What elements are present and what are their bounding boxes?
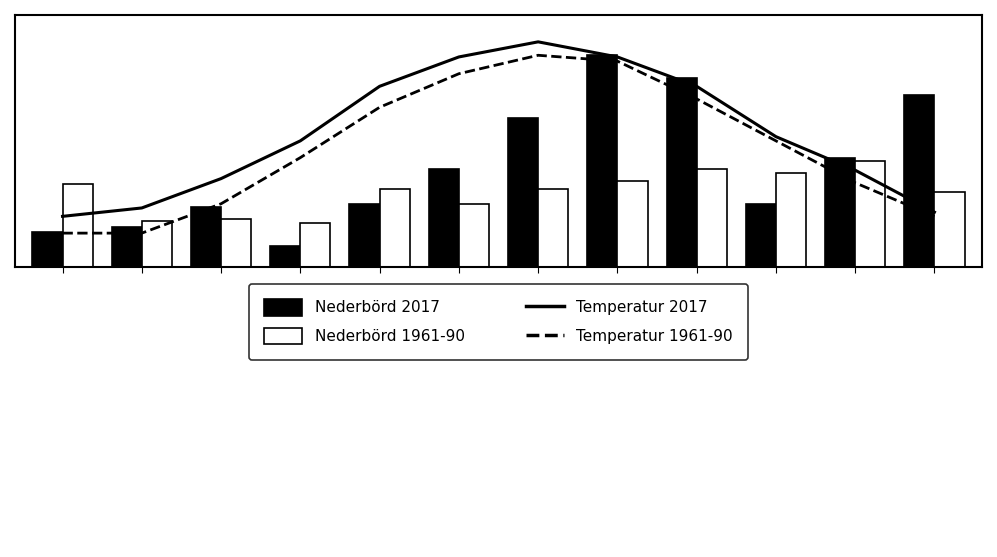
Bar	[855, 162, 885, 267]
Temperatur 1961-90	[215, 201, 227, 207]
Temperatur 2017	[691, 83, 703, 90]
Bar	[459, 204, 489, 267]
Temperatur 2017	[453, 53, 465, 60]
Bar	[826, 158, 855, 267]
Temperatur 1961-90	[374, 104, 386, 111]
Bar	[142, 221, 171, 267]
Temperatur 2017	[215, 175, 227, 182]
Line: Temperatur 2017: Temperatur 2017	[63, 42, 934, 216]
Temperatur 2017	[849, 167, 861, 174]
Bar	[697, 169, 727, 267]
Temperatur 2017	[611, 53, 623, 60]
Temperatur 1961-90	[849, 179, 861, 186]
Bar	[776, 173, 806, 267]
Temperatur 1961-90	[611, 58, 623, 65]
Temperatur 1961-90	[928, 213, 940, 219]
Temperatur 2017	[374, 83, 386, 90]
Temperatur 2017	[57, 213, 69, 219]
Bar	[904, 95, 934, 267]
Temperatur 1961-90	[691, 96, 703, 102]
Temperatur 2017	[294, 138, 306, 144]
Temperatur 2017	[532, 38, 544, 45]
Bar	[350, 204, 380, 267]
Legend: Nederbörd 2017, Nederbörd 1961-90, Temperatur 2017, Temperatur 1961-90: Nederbörd 2017, Nederbörd 1961-90, Tempe…	[249, 284, 748, 360]
Bar	[667, 78, 697, 267]
Temperatur 1961-90	[770, 138, 782, 144]
Bar	[191, 207, 221, 267]
Bar	[221, 219, 251, 267]
Temperatur 1961-90	[453, 70, 465, 77]
Temperatur 1961-90	[57, 230, 69, 237]
Bar	[300, 223, 330, 267]
Bar	[587, 55, 617, 267]
Bar	[33, 232, 63, 267]
Bar	[380, 189, 410, 267]
Temperatur 2017	[928, 209, 940, 216]
Bar	[508, 118, 538, 267]
Line: Temperatur 1961-90: Temperatur 1961-90	[63, 55, 934, 233]
Bar	[63, 184, 93, 267]
Bar	[270, 246, 300, 267]
Temperatur 2017	[136, 204, 148, 211]
Bar	[746, 204, 776, 267]
Bar	[429, 169, 459, 267]
Temperatur 1961-90	[136, 230, 148, 237]
Bar	[538, 189, 568, 267]
Bar	[617, 181, 647, 267]
Bar	[934, 192, 964, 267]
Temperatur 1961-90	[532, 52, 544, 58]
Temperatur 2017	[770, 133, 782, 140]
Bar	[112, 227, 142, 267]
Temperatur 1961-90	[294, 154, 306, 161]
